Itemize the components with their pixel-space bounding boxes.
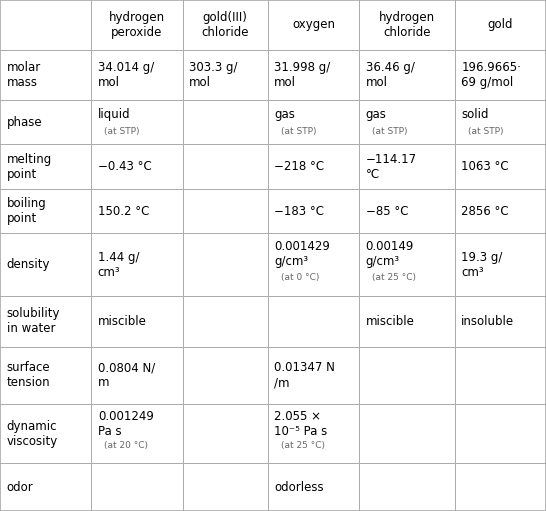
Text: hydrogen
peroxide: hydrogen peroxide bbox=[109, 11, 165, 39]
Text: 1.44 g/
cm³: 1.44 g/ cm³ bbox=[98, 250, 139, 278]
Text: 31.998 g/
mol: 31.998 g/ mol bbox=[274, 61, 330, 89]
Text: (at 25 °C): (at 25 °C) bbox=[372, 273, 416, 282]
Text: 303.3 g/
mol: 303.3 g/ mol bbox=[189, 61, 238, 89]
Text: gas: gas bbox=[274, 108, 295, 121]
Text: solubility
in water: solubility in water bbox=[7, 307, 60, 335]
Text: (at STP): (at STP) bbox=[372, 127, 408, 135]
Text: gas: gas bbox=[366, 108, 387, 121]
Text: −183 °C: −183 °C bbox=[274, 204, 324, 218]
Text: (at STP): (at STP) bbox=[467, 127, 503, 135]
Text: 150.2 °C: 150.2 °C bbox=[98, 204, 149, 218]
Text: 34.014 g/
mol: 34.014 g/ mol bbox=[98, 61, 154, 89]
Text: 0.001429
g/cm³: 0.001429 g/cm³ bbox=[274, 240, 330, 268]
Text: 0.01347 N
/m: 0.01347 N /m bbox=[274, 361, 335, 389]
Text: melting
point: melting point bbox=[7, 153, 52, 180]
Text: density: density bbox=[7, 258, 50, 271]
Text: phase: phase bbox=[7, 115, 42, 129]
Text: 36.46 g/
mol: 36.46 g/ mol bbox=[366, 61, 414, 89]
Text: 2.055 ×
10⁻⁵ Pa s: 2.055 × 10⁻⁵ Pa s bbox=[274, 409, 328, 437]
Text: 1063 °C: 1063 °C bbox=[461, 160, 509, 173]
Text: surface
tension: surface tension bbox=[7, 361, 50, 389]
Text: −114.17
°C: −114.17 °C bbox=[366, 153, 417, 180]
Text: oxygen: oxygen bbox=[292, 18, 335, 32]
Text: 19.3 g/
cm³: 19.3 g/ cm³ bbox=[461, 250, 503, 278]
Text: (at 25 °C): (at 25 °C) bbox=[281, 441, 325, 450]
Text: 0.001249
Pa s: 0.001249 Pa s bbox=[98, 409, 154, 437]
Text: solid: solid bbox=[461, 108, 489, 121]
Text: (at 20 °C): (at 20 °C) bbox=[104, 441, 149, 450]
Text: miscible: miscible bbox=[366, 315, 414, 328]
Text: miscible: miscible bbox=[98, 315, 147, 328]
Text: (at 0 °C): (at 0 °C) bbox=[281, 273, 319, 282]
Text: −0.43 °C: −0.43 °C bbox=[98, 160, 152, 173]
Text: odorless: odorless bbox=[274, 481, 324, 494]
Text: boiling
point: boiling point bbox=[7, 197, 46, 225]
Text: gold(III)
chloride: gold(III) chloride bbox=[201, 11, 249, 39]
Text: 0.00149
g/cm³: 0.00149 g/cm³ bbox=[366, 240, 414, 268]
Text: 0.0804 N/
m: 0.0804 N/ m bbox=[98, 361, 155, 389]
Text: −85 °C: −85 °C bbox=[366, 204, 408, 218]
Text: (at STP): (at STP) bbox=[281, 127, 316, 135]
Text: hydrogen
chloride: hydrogen chloride bbox=[379, 11, 435, 39]
Text: (at STP): (at STP) bbox=[104, 127, 140, 135]
Text: −218 °C: −218 °C bbox=[274, 160, 324, 173]
Text: insoluble: insoluble bbox=[461, 315, 514, 328]
Text: 2856 °C: 2856 °C bbox=[461, 204, 509, 218]
Text: dynamic
viscosity: dynamic viscosity bbox=[7, 420, 58, 448]
Text: gold: gold bbox=[488, 18, 513, 32]
Text: liquid: liquid bbox=[98, 108, 130, 121]
Text: molar
mass: molar mass bbox=[7, 61, 41, 89]
Text: odor: odor bbox=[7, 481, 33, 494]
Text: 196.9665·
69 g/mol: 196.9665· 69 g/mol bbox=[461, 61, 521, 89]
